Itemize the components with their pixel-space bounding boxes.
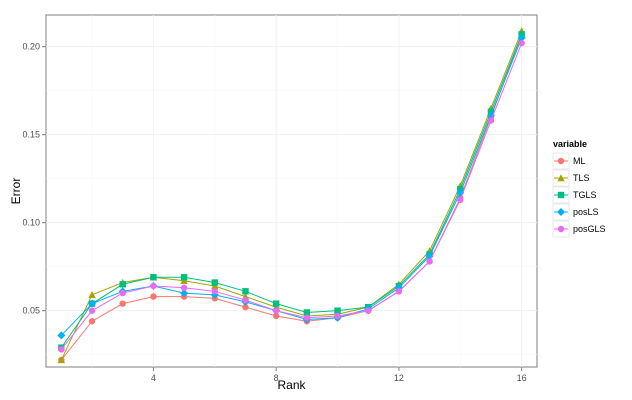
x-tick-label: 16 [517,373,527,383]
data-point [211,279,218,286]
data-point [334,312,341,320]
y-tick-label: 0.05 [22,306,40,316]
data-point [242,296,249,304]
data-point [57,331,66,340]
data-point [57,356,66,364]
data-point [88,291,96,299]
data-point [242,303,249,311]
y-tick-label: 0.20 [22,42,40,52]
series-line [60,37,523,336]
y-tick-label: 0.10 [22,218,40,228]
legend-label: posLS [573,207,599,217]
series-line [60,34,523,348]
legend-label: TGLS [573,190,597,200]
data-point [518,39,525,47]
x-tick-label: 12 [394,373,404,383]
data-point [272,307,280,314]
series-layer [57,27,526,364]
data-point [517,33,526,42]
data-point [180,274,188,281]
legend-item-ML: ML [552,152,586,170]
data-point [88,318,96,325]
data-point [395,288,403,295]
legend-title: variable [553,139,587,149]
legend-item-TLS: TLS [552,169,590,187]
data-point [58,346,65,353]
data-point [242,288,249,295]
data-point [180,277,188,284]
legend-key-marker [557,174,565,182]
data-point [487,117,495,124]
data-point [150,293,157,300]
data-point [457,196,464,203]
data-point [426,258,433,265]
data-point [119,281,126,288]
x-tick-label: 8 [274,373,279,383]
data-point [180,284,188,291]
data-point [88,307,96,314]
legend-key-marker [557,208,565,216]
data-point [119,289,126,297]
data-point [303,309,311,316]
data-point [180,289,189,298]
data-point [150,282,157,290]
series-line [60,42,523,350]
data-point [88,299,97,308]
data-point [119,300,126,307]
legend-key-marker [557,191,565,199]
legend-item-TGLS: TGLS [552,186,597,204]
data-point [211,282,219,290]
data-point [211,288,218,295]
data-point [334,307,341,314]
legend-item-posGLS: posGLS [552,220,606,238]
data-point [272,312,280,320]
x-tick-label: 4 [151,373,156,383]
series-posGLS [58,39,525,353]
legend-label: ML [573,156,586,166]
data-point [365,307,372,314]
data-point [303,314,311,321]
legend-key-marker [557,157,565,165]
data-point [150,274,157,281]
data-point [272,300,280,307]
legend-label: posGLS [573,224,606,234]
axes: 4 8 12 16 0.05 0.10 0.15 0.20 [22,42,526,383]
data-point [486,111,495,120]
series-line [60,30,523,361]
legend-key-marker [557,225,565,233]
legend-label: TLS [573,173,590,183]
legend: variable ML TLS TGLS posLS posGLS [552,139,606,238]
y-axis-title: Error [9,178,23,205]
x-axis-title: Rank [277,378,306,392]
y-tick-label: 0.15 [22,130,40,140]
legend-item-posLS: posLS [552,203,599,221]
